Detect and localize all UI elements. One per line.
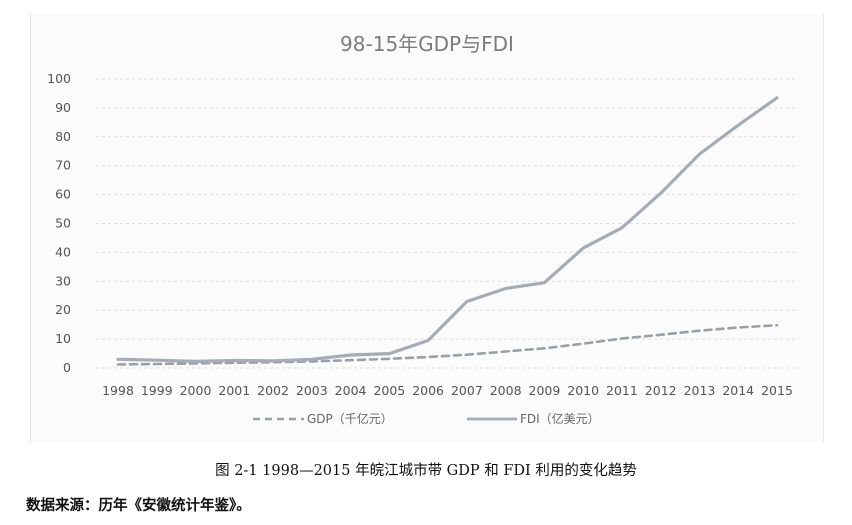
x-tick-label: 2009 <box>529 383 561 398</box>
x-tick-label: 2014 <box>722 383 754 398</box>
y-tick-label: 90 <box>55 100 71 115</box>
x-tick-label: 2010 <box>567 383 599 398</box>
x-tick-label: 2013 <box>684 383 716 398</box>
x-tick-label: 2005 <box>373 383 405 398</box>
x-tick-label: 1999 <box>141 383 173 398</box>
x-tick-label: 2007 <box>451 383 483 398</box>
series-line-fdi <box>116 96 779 363</box>
gridlines <box>96 78 799 369</box>
x-tick-label: 2000 <box>180 383 212 398</box>
source-note: 数据来源：历年《安徽统计年鉴》。 <box>26 498 251 514</box>
legend: GDP（千亿元） FDI（亿美元） <box>253 411 600 426</box>
series-line-gdp <box>116 323 779 366</box>
x-tick-label: 2006 <box>412 383 444 398</box>
chart-title: 98-15年GDP与FDI <box>340 32 514 56</box>
x-tick-label: 2008 <box>490 383 522 398</box>
y-tick-label: 80 <box>55 129 71 144</box>
legend-label: GDP（千亿元） <box>307 411 393 426</box>
y-tick-label: 100 <box>47 71 71 86</box>
y-axis-ticks: 0 10 20 30 40 50 60 70 80 90 100 <box>47 71 71 375</box>
x-tick-label: 2001 <box>218 383 250 398</box>
legend-label: FDI（亿美元） <box>520 411 600 426</box>
figure-caption: 图 2-1 1998—2015 年皖江城市带 GDP 和 FDI 利用的变化趋势 <box>215 463 637 479</box>
x-tick-label: 2002 <box>257 383 289 398</box>
y-tick-label: 60 <box>55 187 71 202</box>
y-tick-label: 40 <box>55 244 71 259</box>
x-tick-label: 2004 <box>335 383 367 398</box>
y-tick-label: 30 <box>55 273 71 288</box>
x-tick-label: 1998 <box>102 383 134 398</box>
series-lines <box>116 96 779 366</box>
y-tick-label: 10 <box>55 331 71 346</box>
y-tick-label: 70 <box>55 158 71 173</box>
x-tick-label: 2012 <box>645 383 677 398</box>
y-tick-label: 20 <box>55 302 71 317</box>
x-tick-label: 2011 <box>606 383 638 398</box>
x-tick-label: 2015 <box>761 383 793 398</box>
x-tick-label: 2003 <box>296 383 328 398</box>
line-chart: 98-15年GDP与FDI 0 10 20 30 40 50 60 70 80 90 100 199… <box>47 32 799 426</box>
y-tick-label: 0 <box>63 360 71 375</box>
chart-area: 98-15年GDP与FDI 0 10 20 30 40 50 60 70 80 90 100 199… <box>30 14 824 442</box>
y-tick-label: 50 <box>55 216 71 231</box>
x-axis-ticks: 1998 1999 2000 2001 2002 2003 2004 2005 2006 2007… <box>102 383 793 398</box>
